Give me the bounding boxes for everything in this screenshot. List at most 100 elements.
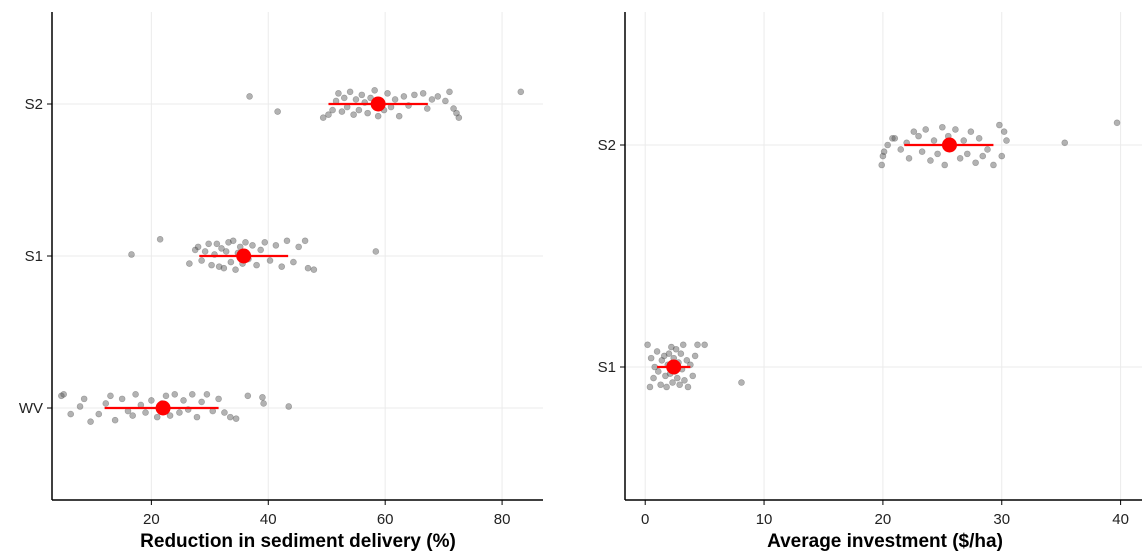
data-point — [229, 237, 237, 245]
data-point — [129, 412, 136, 419]
data-point — [878, 161, 886, 169]
data-point — [998, 152, 1006, 160]
data-point — [260, 400, 267, 407]
data-point — [266, 257, 274, 264]
data-point — [67, 410, 75, 418]
x-tick-label: 80 — [494, 511, 511, 528]
data-point — [215, 395, 222, 403]
data-point — [285, 403, 293, 410]
data-point — [107, 392, 114, 400]
data-point — [358, 91, 366, 99]
data-point — [372, 248, 380, 255]
data-point — [226, 413, 234, 421]
data-point — [142, 409, 149, 416]
panel-investment-grid — [625, 12, 1142, 500]
data-point — [910, 128, 918, 135]
y-tick-label: S1 — [25, 248, 43, 265]
data-point — [683, 357, 691, 364]
x-tick-label: 30 — [993, 511, 1010, 528]
data-point — [188, 391, 196, 398]
data-point — [221, 409, 228, 416]
data-point — [689, 372, 697, 380]
data-point — [941, 161, 949, 169]
data-point — [517, 88, 525, 96]
x-tick-label: 40 — [260, 511, 277, 528]
x-tick-label: 60 — [377, 511, 394, 528]
data-point — [371, 87, 378, 94]
data-point — [232, 266, 239, 273]
mean-marker — [236, 248, 252, 264]
data-point — [922, 126, 929, 133]
data-point — [186, 260, 193, 267]
data-point — [132, 391, 139, 398]
data-point — [87, 418, 94, 425]
data-point — [208, 261, 215, 269]
data-point — [218, 245, 225, 252]
data-point — [232, 415, 240, 422]
data-point — [242, 239, 249, 246]
data-point — [880, 148, 888, 155]
data-point — [660, 352, 668, 360]
data-point — [684, 383, 692, 391]
data-point — [450, 105, 457, 112]
panel-investment: 0 10 20 30 40 S1 S2 Average investment ($/ha) — [598, 12, 1142, 552]
data-point — [691, 352, 699, 360]
data-point — [310, 266, 318, 273]
data-point — [879, 152, 887, 160]
data-point — [662, 372, 669, 380]
panel-investment-points — [644, 119, 1121, 391]
data-point — [1003, 137, 1010, 144]
data-point — [128, 251, 135, 258]
data-point — [215, 263, 223, 270]
data-point — [677, 350, 685, 357]
data-point — [972, 159, 979, 167]
data-point — [963, 150, 971, 158]
data-point — [193, 413, 201, 421]
data-point — [657, 381, 664, 389]
data-point — [162, 392, 170, 400]
data-point — [180, 397, 187, 404]
x-tick-label: 0 — [641, 511, 649, 528]
data-point — [889, 135, 896, 142]
y-tick-label: WV — [19, 400, 43, 417]
data-point — [679, 341, 687, 349]
data-point — [391, 96, 399, 103]
mean-marker — [370, 96, 386, 112]
data-point — [434, 93, 442, 100]
data-point — [996, 121, 1003, 129]
data-point — [301, 237, 309, 245]
data-point — [274, 108, 281, 115]
data-point — [681, 377, 688, 384]
y-tick-label: S1 — [598, 359, 616, 376]
data-point — [272, 242, 280, 249]
data-point — [166, 412, 174, 419]
panel-sediment-reduction: 20 40 60 80 WV S1 S2 Reduction in sediment del… — [19, 12, 543, 552]
mean-marker — [155, 400, 171, 416]
data-point — [411, 91, 418, 99]
data-point — [205, 240, 212, 248]
data-point — [329, 106, 336, 114]
data-point — [694, 341, 701, 349]
data-point — [118, 395, 126, 403]
data-point — [60, 391, 67, 398]
data-point — [364, 109, 371, 117]
data-point — [1061, 139, 1069, 147]
x-tick-label: 40 — [1112, 511, 1129, 528]
data-point — [350, 111, 357, 118]
data-point — [897, 146, 905, 153]
data-point — [171, 391, 179, 398]
data-point — [956, 155, 964, 162]
data-point — [194, 243, 202, 251]
data-point — [665, 350, 673, 357]
data-point — [1113, 119, 1121, 127]
data-point — [676, 381, 683, 389]
data-point — [148, 397, 155, 404]
data-point — [952, 126, 959, 133]
data-point — [244, 392, 252, 400]
data-point — [918, 148, 926, 155]
data-point — [58, 392, 65, 400]
data-point — [654, 368, 662, 375]
data-point — [673, 374, 681, 382]
data-point — [246, 93, 253, 100]
data-point — [423, 105, 431, 112]
